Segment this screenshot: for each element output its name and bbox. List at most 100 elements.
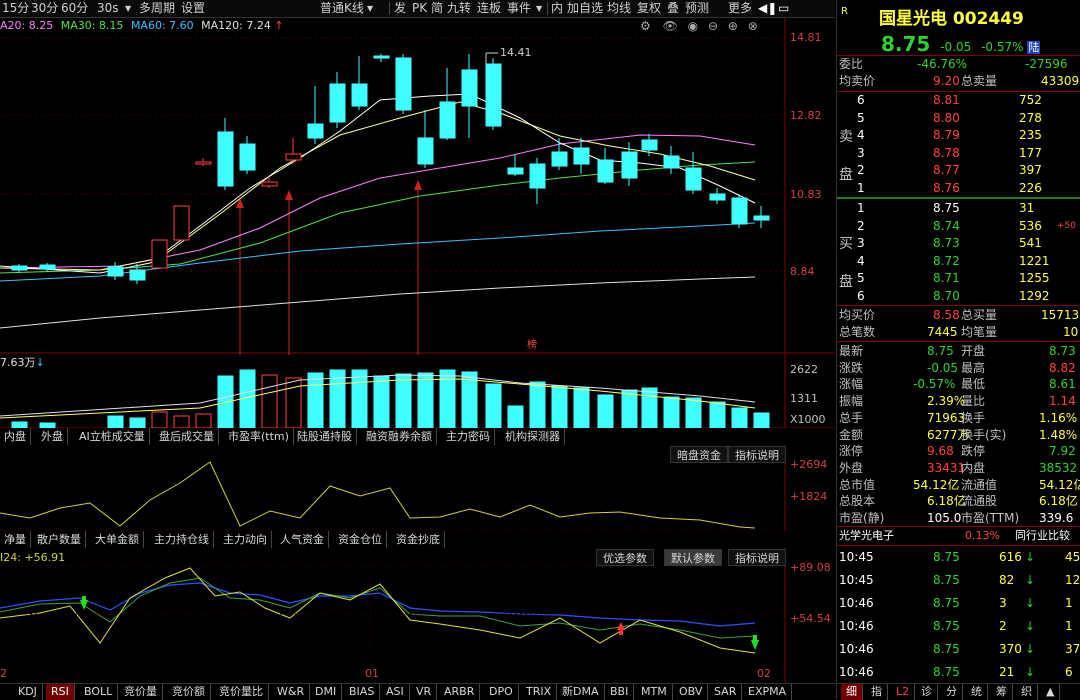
tab-sar[interactable]: SAR	[709, 684, 743, 700]
tab-ai-volume[interactable]: AI立桩成交量	[75, 428, 150, 445]
stat-row: 涨停 9.68 跌停 7.92	[839, 444, 1076, 459]
sell-level: 1 8.76 226	[857, 180, 1042, 195]
rsi-help-button[interactable]: 指标说明	[728, 549, 786, 566]
tab-l2[interactable]: L2	[891, 684, 916, 700]
candle	[107, 266, 124, 277]
volume-bar	[129, 417, 146, 429]
zoom-in-icon[interactable]: ⊕	[727, 19, 738, 33]
overlay-button[interactable]: 叠	[667, 1, 680, 15]
expand-icon[interactable]: ▭	[778, 1, 790, 15]
tab-minute[interactable]: 分	[941, 684, 963, 700]
tab-index[interactable]: 指	[866, 684, 888, 700]
tab-bias[interactable]: BIAS	[344, 684, 381, 700]
tab-diagnose[interactable]: 诊	[916, 684, 938, 700]
candle	[173, 205, 190, 241]
default-params-button[interactable]: 默认参数	[664, 549, 722, 566]
x-axis-label: 01	[365, 667, 379, 680]
multi-period-button[interactable]: 多周期	[139, 1, 176, 15]
dropdown-icon[interactable]: ▼	[125, 4, 132, 13]
tab-margin[interactable]: 融资融券余额	[362, 428, 437, 445]
tab-wr[interactable]: W&R	[272, 684, 311, 700]
tab-boll[interactable]: BOLL	[79, 684, 119, 700]
events-dropdown-icon[interactable]: ▼	[536, 4, 543, 13]
tab-net-volume[interactable]: 净量	[0, 531, 31, 548]
tab-rsi[interactable]: RSI	[46, 684, 75, 700]
tab-main-trend[interactable]: 主力动向	[219, 531, 272, 548]
limit-up-button[interactable]: 连板	[477, 1, 502, 15]
tab-auction-ratio[interactable]: 竞价量比	[214, 684, 269, 700]
candle	[685, 167, 702, 191]
candle	[39, 264, 56, 270]
tab-mtm[interactable]: MTM	[636, 684, 673, 700]
tab-institution[interactable]: 机构探测器	[501, 428, 565, 445]
tab-arbr[interactable]: ARBR	[439, 684, 481, 700]
optimize-params-button[interactable]: 优选参数	[596, 549, 654, 566]
ma-button[interactable]: 均线	[607, 1, 632, 15]
stat-row: 市盈(静) 105.0 市盈(TTM) 339.6	[839, 511, 1074, 525]
publish-button[interactable]: 发	[394, 1, 407, 15]
tab-inner[interactable]: 内盘	[0, 428, 31, 445]
kline-type-select[interactable]: 普通K线	[320, 1, 364, 15]
peer-compare-button[interactable]: 同行业比较	[1015, 529, 1070, 542]
tab-hk-connect[interactable]: 陆股通持股	[293, 428, 357, 445]
period-30m[interactable]: 30分	[31, 1, 59, 15]
tab-expma[interactable]: EXPMA	[743, 684, 793, 700]
nine-turn-button[interactable]: 九转	[447, 1, 472, 15]
close-icon[interactable]: ⊗	[747, 19, 758, 33]
tab-auction-amount[interactable]: 竞价额	[167, 684, 211, 700]
chevron-down-icon[interactable]: ▼	[367, 4, 374, 13]
tab-auction-volume[interactable]: 竞价量	[119, 684, 163, 700]
tab-asi[interactable]: ASI	[381, 684, 410, 700]
more-button[interactable]: 更多	[728, 1, 753, 15]
tab-large-order[interactable]: 大单金额	[91, 531, 144, 548]
ma60-value: MA60: 7.60	[130, 19, 194, 32]
pk-button[interactable]: PK	[412, 1, 428, 15]
sector-name[interactable]: 光学光电子	[839, 529, 894, 542]
tab-dmi[interactable]: DMI	[310, 684, 343, 700]
simple-button[interactable]: 简	[431, 1, 444, 15]
inner-button[interactable]: 内	[551, 1, 564, 15]
tab-new-dma[interactable]: 新DMA	[557, 684, 605, 700]
settings-button[interactable]: 设置	[181, 1, 206, 15]
tab-popularity[interactable]: 人气资金	[276, 531, 329, 548]
events-button[interactable]: 事件	[507, 1, 532, 15]
sector-row: 光学光电子 0.13% 同行业比较	[837, 527, 1080, 545]
tab-dpo[interactable]: DPO	[484, 684, 519, 700]
pin-icon[interactable]: ◀❚	[758, 1, 778, 15]
tab-org[interactable]: 织	[1016, 684, 1038, 700]
tick-row: 10:45 8.75 616 ↓ 45	[839, 550, 1080, 564]
stat-row: 总市值 54.12亿 流通值 54.12亿	[839, 477, 1080, 492]
tab-trix[interactable]: TRIX	[521, 684, 558, 700]
tab-vr[interactable]: VR	[411, 684, 438, 700]
settings-gear-icon[interactable]: ⚙	[640, 19, 651, 33]
expand-up-icon[interactable]: ▲	[1041, 684, 1061, 700]
period-30s[interactable]: 30s	[97, 1, 119, 15]
tab-fund-position[interactable]: 资金仓位	[334, 531, 387, 548]
tab-bbi[interactable]: BBI	[605, 684, 635, 700]
tab-main-position[interactable]: 主力持仓线	[150, 531, 214, 548]
indicator-help-button[interactable]: 指标说明	[728, 446, 786, 463]
tab-retail-count[interactable]: 散户数量	[33, 531, 86, 548]
zoom-out-icon[interactable]: ⊖	[707, 19, 719, 33]
tab-main-code[interactable]: 主力密码	[442, 428, 495, 445]
high-price-label: 14.41	[500, 46, 532, 59]
tab-after-hours[interactable]: 盘后成交量	[155, 428, 219, 445]
period-15m[interactable]: 15分	[2, 1, 30, 15]
eye-icon[interactable]: ◉	[687, 19, 699, 33]
add-watchlist-button[interactable]: 加自选	[567, 1, 604, 15]
tab-obv[interactable]: OBV	[674, 684, 709, 700]
period-60m[interactable]: 60分	[61, 1, 89, 15]
tab-detail[interactable]: 细	[841, 684, 863, 700]
eye-icon[interactable]: 👁	[662, 19, 678, 33]
tab-kdj[interactable]: KDJ	[13, 684, 43, 700]
tab-statistics[interactable]: 统	[966, 684, 988, 700]
forecast-button[interactable]: 预测	[685, 1, 710, 15]
dark-pool-button[interactable]: 暗盘资金	[670, 446, 728, 463]
tab-pe-ttm[interactable]: 市盈率(ttm)	[224, 428, 294, 445]
stat-row: 外盘 33431 内盘 38532	[839, 460, 1078, 475]
tab-outer[interactable]: 外盘	[37, 428, 68, 445]
adjust-button[interactable]: 复权	[637, 1, 662, 15]
tab-bottom-fishing[interactable]: 资金抄底	[392, 531, 445, 548]
volume-bar	[621, 389, 638, 429]
tab-chips[interactable]: 筹	[991, 684, 1013, 700]
